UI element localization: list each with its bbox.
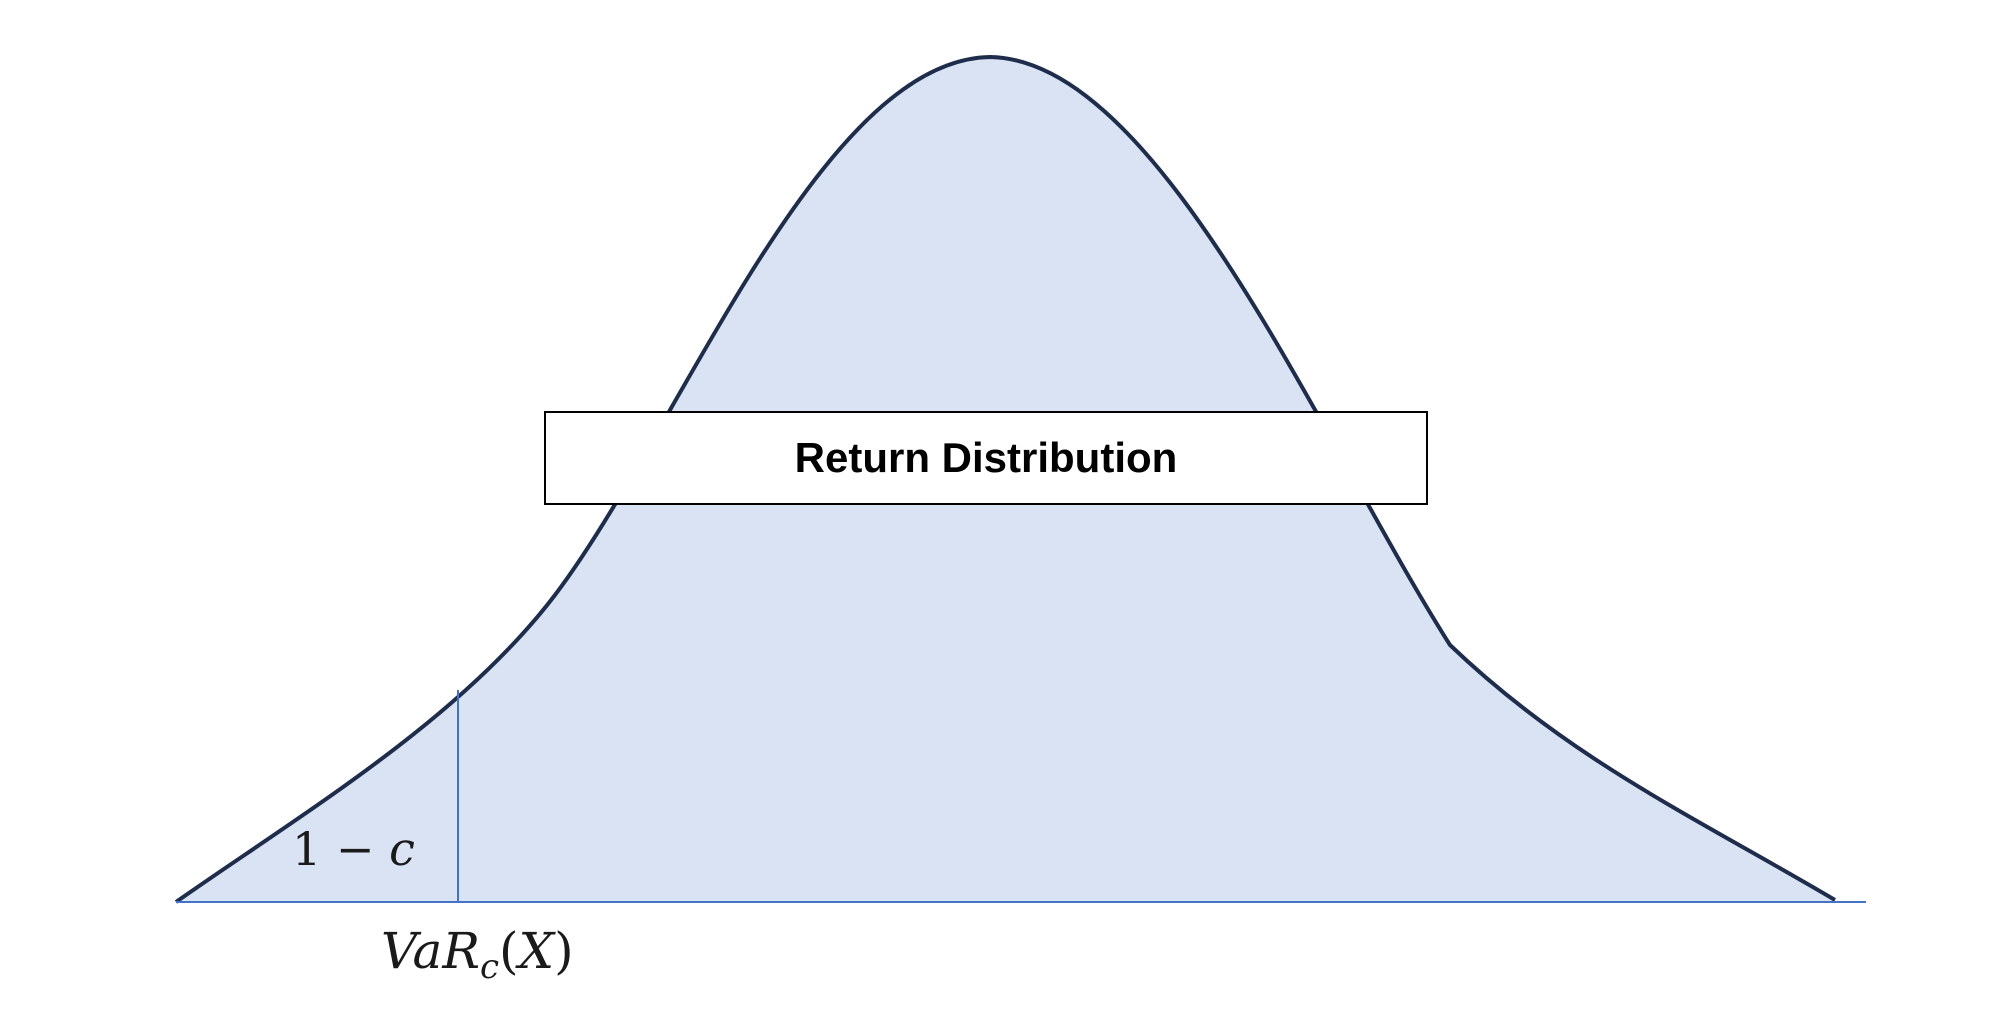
- distribution-title: Return Distribution: [794, 434, 1178, 481]
- var-label-open-paren: (: [499, 922, 519, 980]
- tail-area-number: 1: [292, 822, 322, 876]
- tail-area-label: 1 − c: [292, 822, 415, 876]
- var-label-argument: X: [518, 922, 555, 980]
- distribution-title-box: Return Distribution: [544, 411, 1428, 505]
- tail-area-operator: −: [335, 822, 375, 876]
- distribution-curve: [174, 54, 1837, 904]
- var-label-prefix: VaR: [381, 922, 480, 980]
- var-label-close-paren: ): [554, 922, 574, 980]
- tail-area-variable: c: [389, 822, 415, 876]
- var-label: VaRc(X): [381, 922, 574, 987]
- var-label-subscript: c: [479, 947, 500, 987]
